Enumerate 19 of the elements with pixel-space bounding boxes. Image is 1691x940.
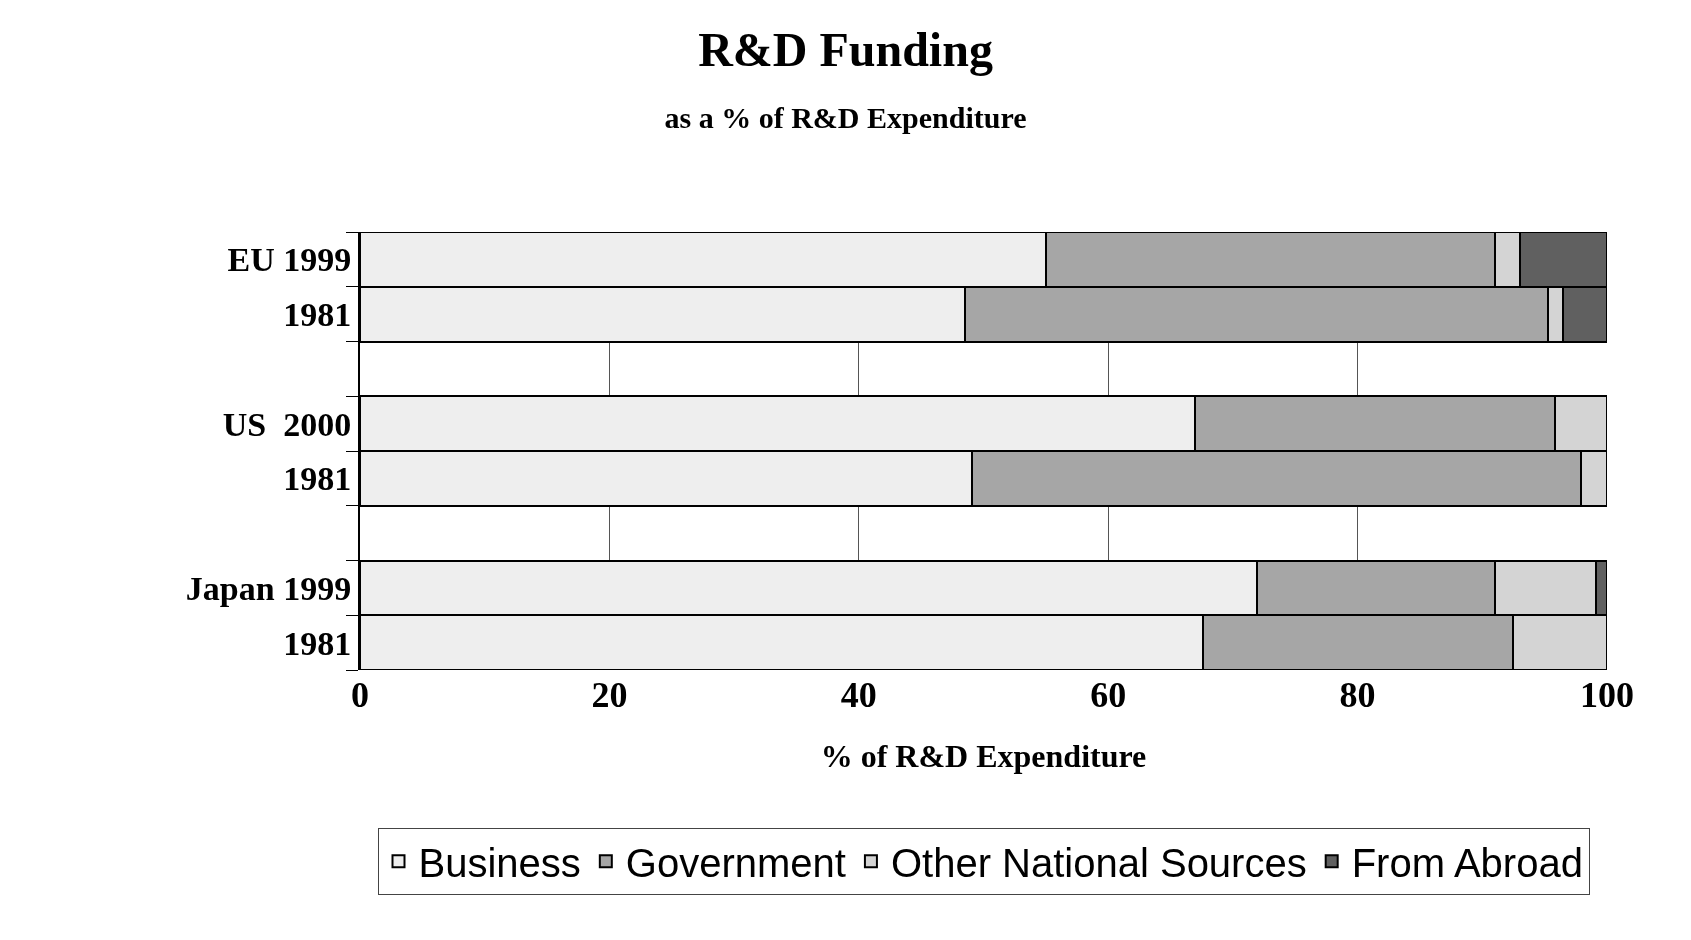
chart-title: R&D Funding	[698, 22, 993, 76]
x-tick-label: 100	[1580, 675, 1634, 715]
y-tick-label: EU 1999	[227, 241, 352, 279]
x-tick-label: 40	[840, 675, 877, 715]
x-axis-title: % of R&D Expenditure	[820, 737, 1147, 774]
y-tick-label: US 2000	[222, 405, 352, 443]
y-tick-label: Japan 1999	[185, 569, 352, 607]
legend-label: Business	[418, 840, 581, 885]
legend-label: Other National Sources	[890, 840, 1307, 885]
x-tick-label: 80	[1339, 675, 1376, 715]
legend-label: Government	[625, 840, 846, 885]
y-tick-label: 1981	[283, 624, 352, 662]
chart-subtitle: as a % of R&D Expenditure	[664, 101, 1027, 135]
x-tick-label: 60	[1090, 675, 1127, 715]
x-tick-label: 20	[591, 675, 628, 715]
y-tick-label: 1981	[283, 296, 352, 334]
x-tick-label: 0	[351, 675, 369, 715]
y-tick-label: 1981	[283, 460, 352, 498]
legend-label: From Abroad	[1351, 840, 1583, 885]
